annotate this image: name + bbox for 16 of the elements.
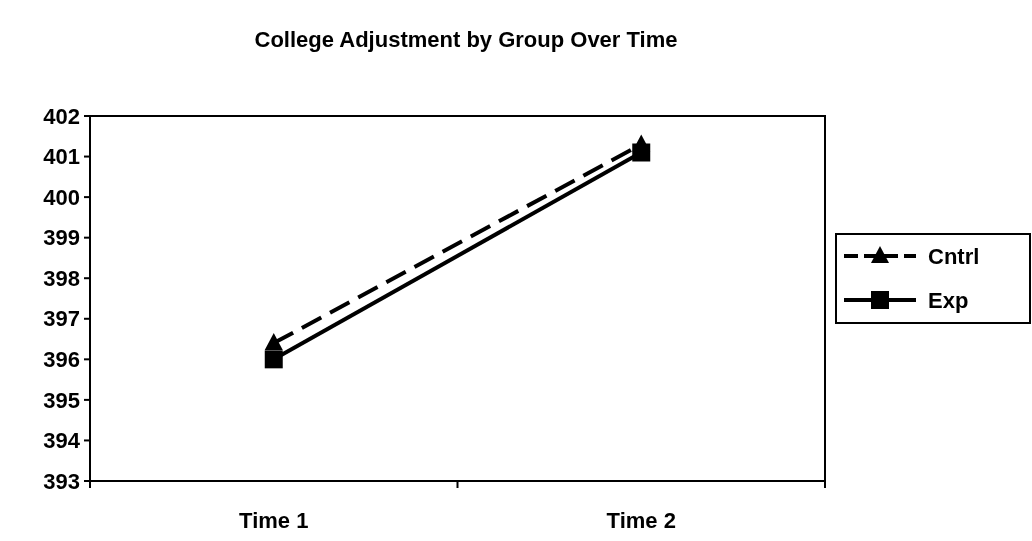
y-tick-label: 395	[43, 387, 80, 413]
legend-label: Cntrl	[928, 243, 980, 269]
y-tick-label: 400	[43, 184, 80, 210]
chart-title: College Adjustment by Group Over Time	[254, 27, 678, 52]
y-tick-label: 399	[43, 225, 80, 251]
legend-label: Exp	[928, 287, 969, 313]
x-tick-label: Time 2	[606, 508, 676, 533]
y-tick-label: 401	[43, 144, 80, 170]
y-tick-label: 402	[43, 103, 80, 129]
y-tick-label: 398	[43, 265, 80, 291]
y-tick-label: 396	[43, 347, 80, 373]
y-tick-label: 394	[43, 428, 81, 454]
y-tick-label: 397	[43, 306, 80, 332]
point	[264, 350, 283, 369]
y-tick-label: 393	[43, 468, 80, 494]
x-tick-label: Time 1	[239, 508, 309, 533]
